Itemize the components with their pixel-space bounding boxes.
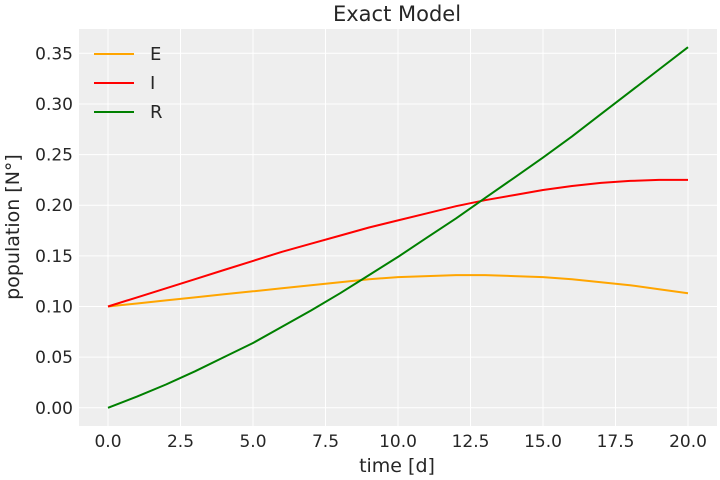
x-tick-label: 7.5 xyxy=(312,432,339,452)
x-tick-label: 0.0 xyxy=(94,432,121,452)
x-tick-label: 2.5 xyxy=(167,432,194,452)
y-tick-label: 0.10 xyxy=(35,297,73,317)
x-tick-label: 15.0 xyxy=(524,432,562,452)
y-tick-label: 0.20 xyxy=(35,196,73,216)
x-axis-label: time [d] xyxy=(359,455,435,477)
x-axis: 0.0 2.5 5.0 7.5 10.0 12.5 15.0 17.5 20.0 xyxy=(94,432,706,452)
series-line-I xyxy=(107,178,688,308)
x-tick-label: 20.0 xyxy=(669,432,707,452)
legend-label-E: E xyxy=(150,44,161,65)
series-line-R xyxy=(107,46,689,409)
legend-label-R: R xyxy=(150,102,163,123)
y-tick-label: 0.05 xyxy=(35,348,73,368)
legend: EIR xyxy=(94,44,163,123)
x-tick-label: 12.5 xyxy=(452,432,490,452)
series-line-E xyxy=(107,274,689,308)
y-tick-label: 0.15 xyxy=(35,247,73,267)
grid xyxy=(79,29,717,426)
x-tick-label: 10.0 xyxy=(379,432,417,452)
y-tick-label: 0.25 xyxy=(35,146,73,166)
x-tick-label: 5.0 xyxy=(239,432,266,452)
legend-label-I: I xyxy=(150,73,155,94)
y-tick-label: 0.35 xyxy=(35,44,73,64)
y-tick-label: 0.30 xyxy=(35,95,73,115)
series-lines xyxy=(107,46,689,409)
y-axis: 0.00 0.05 0.10 0.15 0.20 0.25 0.30 0.35 xyxy=(35,44,73,418)
x-tick-label: 17.5 xyxy=(597,432,635,452)
y-tick-label: 0.00 xyxy=(35,399,73,419)
chart-title: Exact Model xyxy=(333,2,461,26)
y-axis-label: population [N°] xyxy=(2,154,24,300)
